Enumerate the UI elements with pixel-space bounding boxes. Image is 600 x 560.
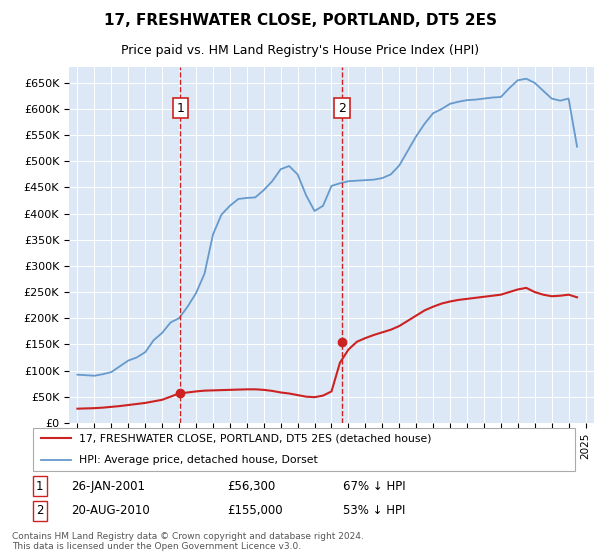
- Text: Price paid vs. HM Land Registry's House Price Index (HPI): Price paid vs. HM Land Registry's House …: [121, 44, 479, 57]
- Text: £56,300: £56,300: [227, 479, 276, 493]
- Text: 26-JAN-2001: 26-JAN-2001: [71, 479, 145, 493]
- Text: 53% ↓ HPI: 53% ↓ HPI: [343, 504, 406, 517]
- Text: 1: 1: [176, 101, 184, 115]
- Text: 20-AUG-2010: 20-AUG-2010: [71, 504, 150, 517]
- Text: 2: 2: [338, 101, 346, 115]
- Text: 1: 1: [36, 479, 44, 493]
- Text: 17, FRESHWATER CLOSE, PORTLAND, DT5 2ES (detached house): 17, FRESHWATER CLOSE, PORTLAND, DT5 2ES …: [79, 433, 432, 444]
- Text: 67% ↓ HPI: 67% ↓ HPI: [343, 479, 406, 493]
- Text: HPI: Average price, detached house, Dorset: HPI: Average price, detached house, Dors…: [79, 455, 318, 465]
- FancyBboxPatch shape: [33, 427, 575, 472]
- Text: £155,000: £155,000: [227, 504, 283, 517]
- Text: Contains HM Land Registry data © Crown copyright and database right 2024.
This d: Contains HM Land Registry data © Crown c…: [12, 532, 364, 552]
- Text: 2: 2: [36, 504, 44, 517]
- Text: 17, FRESHWATER CLOSE, PORTLAND, DT5 2ES: 17, FRESHWATER CLOSE, PORTLAND, DT5 2ES: [104, 13, 497, 29]
